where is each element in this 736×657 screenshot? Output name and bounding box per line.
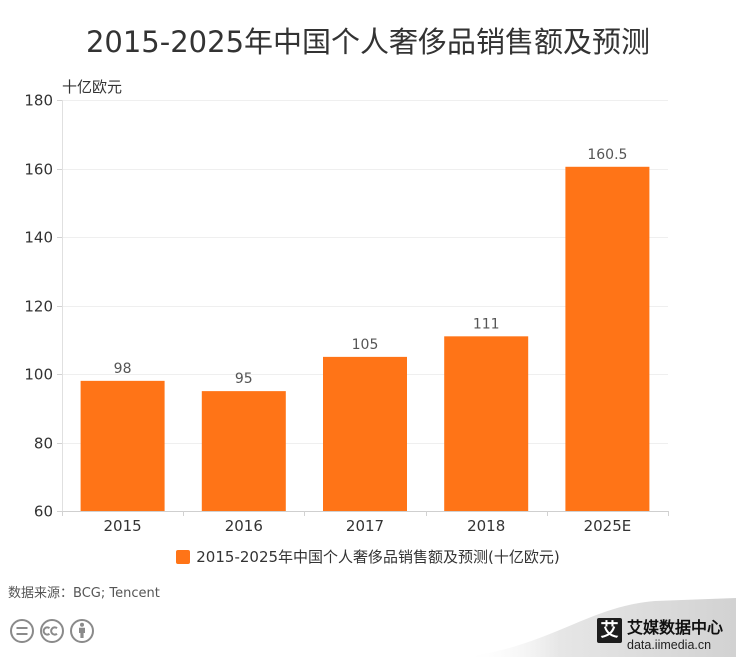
x-tick-label: 2025E (584, 517, 632, 535)
legend: 2015-2025年中国个人奢侈品销售额及预测(十亿欧元) (0, 547, 736, 567)
y-tick-label: 80 (34, 435, 53, 453)
cc-by-icon (70, 619, 94, 643)
data-label: 98 (114, 361, 132, 377)
y-axis-unit-label: 十亿欧元 (62, 78, 123, 96)
bar (444, 336, 529, 511)
data-label: 111 (473, 316, 500, 332)
data-labels: 98 95 105 111 160.5 (114, 147, 628, 387)
logo-name: 艾媒数据中心 (627, 618, 724, 637)
x-tick-label: 2016 (225, 517, 263, 535)
data-label: 95 (235, 371, 253, 387)
iimedia-logo-icon: 艾 (597, 618, 622, 643)
logo-url: data.iimedia.cn (627, 638, 712, 652)
y-tick-label: 180 (24, 92, 53, 110)
chart-title: 2015-2025年中国个人奢侈品销售额及预测 (85, 25, 651, 59)
x-axis-ticks: 2015 2016 2017 2018 2025E (62, 511, 669, 535)
bar (323, 356, 407, 511)
data-label: 160.5 (587, 147, 627, 163)
bar (80, 380, 165, 511)
legend-label: 2015-2025年中国个人奢侈品销售额及预测(十亿欧元) (196, 548, 560, 566)
bar (201, 391, 286, 511)
axes (62, 100, 668, 512)
y-axis-ticks: 60 80 100 120 140 160 180 (24, 92, 62, 521)
cc-icon (40, 619, 64, 643)
bar (565, 166, 650, 511)
y-tick-label: 100 (24, 366, 53, 384)
source-note: 数据来源：BCG; Tencent (8, 586, 160, 601)
x-tick-label: 2018 (467, 517, 505, 535)
legend-swatch (176, 550, 191, 564)
bars (80, 166, 650, 511)
data-label: 105 (352, 337, 379, 353)
license-icons (10, 619, 94, 643)
y-tick-label: 140 (24, 229, 53, 247)
x-tick-label: 2015 (104, 517, 142, 535)
y-tick-label: 60 (34, 503, 53, 521)
cc-equal-icon (10, 619, 34, 643)
y-tick-label: 120 (24, 298, 53, 316)
y-tick-label: 160 (24, 161, 53, 179)
x-tick-label: 2017 (346, 517, 384, 535)
